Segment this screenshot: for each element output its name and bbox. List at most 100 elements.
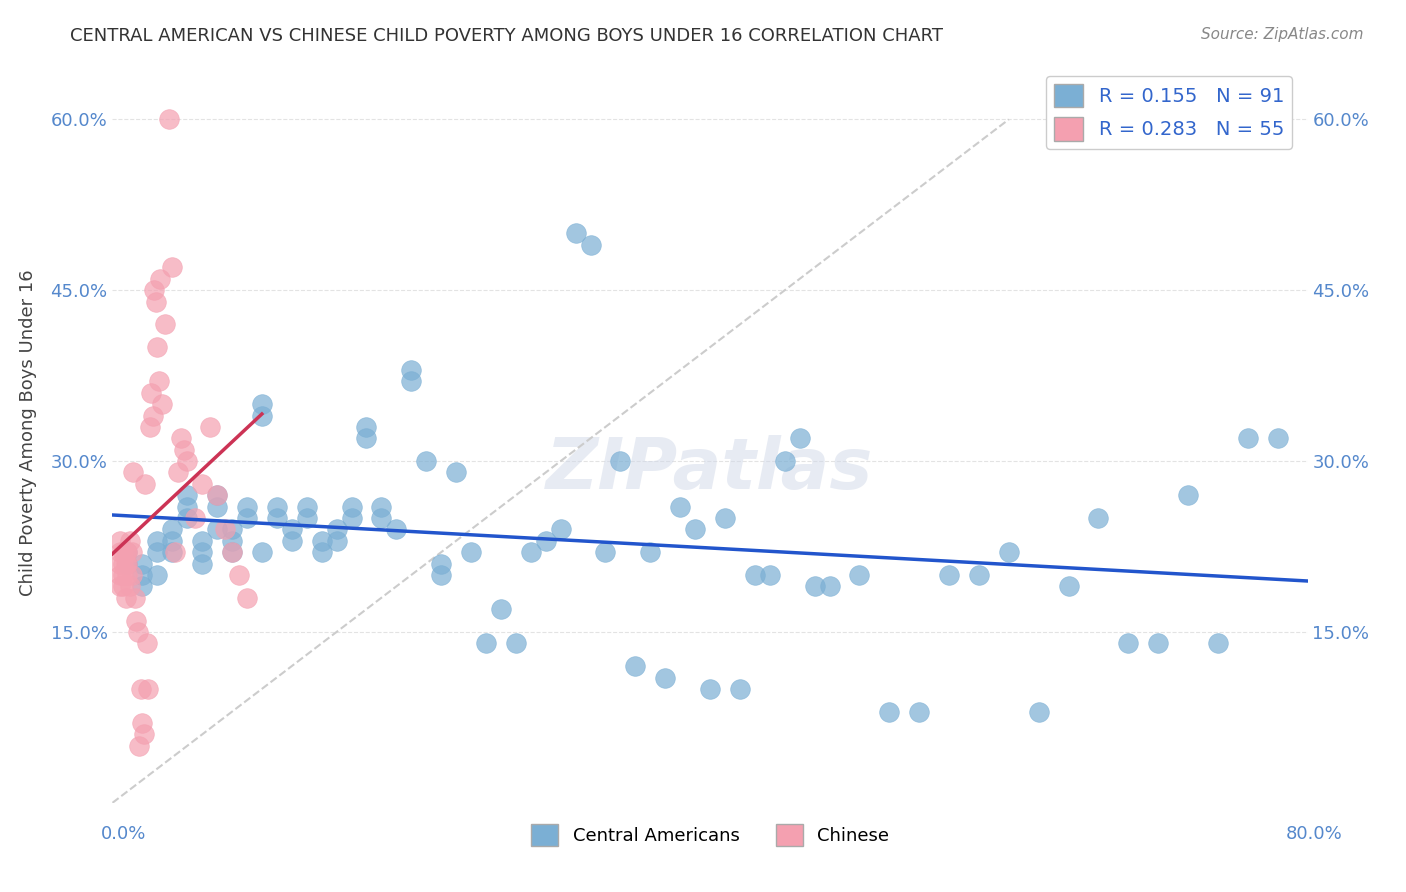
Point <box>138 681 160 696</box>
Point <box>401 363 423 377</box>
Point <box>1087 511 1109 525</box>
Point <box>1206 636 1229 650</box>
Point <box>146 568 169 582</box>
Text: ZIPatlas: ZIPatlas <box>547 435 873 504</box>
Point <box>669 500 692 514</box>
Point <box>108 545 131 559</box>
Point <box>115 545 138 559</box>
Point <box>879 705 901 719</box>
Point <box>108 533 131 548</box>
Point <box>108 568 131 582</box>
Point <box>162 545 183 559</box>
Point <box>121 545 143 559</box>
Text: CENTRAL AMERICAN VS CHINESE CHILD POVERTY AMONG BOYS UNDER 16 CORRELATION CHART: CENTRAL AMERICAN VS CHINESE CHILD POVERT… <box>70 27 943 45</box>
Point <box>205 488 228 502</box>
Point <box>759 568 782 582</box>
Point <box>640 545 662 559</box>
Point <box>146 340 169 354</box>
Point <box>370 500 392 514</box>
Point <box>117 557 139 571</box>
Point <box>356 420 378 434</box>
Point <box>579 237 602 252</box>
Point <box>595 545 617 559</box>
Point <box>141 385 163 400</box>
Point <box>120 579 142 593</box>
Point <box>699 681 721 696</box>
Point <box>167 466 190 480</box>
Point <box>214 523 236 537</box>
Point <box>221 523 243 537</box>
Point <box>236 500 259 514</box>
Point <box>385 523 408 537</box>
Point <box>145 294 167 309</box>
Point <box>624 659 647 673</box>
Point <box>120 533 142 548</box>
Point <box>311 545 333 559</box>
Point <box>1237 431 1260 445</box>
Point <box>131 716 153 731</box>
Point <box>221 533 243 548</box>
Point <box>505 636 527 650</box>
Text: 80.0%: 80.0% <box>1286 825 1343 843</box>
Point <box>115 591 138 605</box>
Point <box>520 545 543 559</box>
Point <box>430 568 453 582</box>
Point <box>1267 431 1289 445</box>
Point <box>191 557 214 571</box>
Point <box>250 397 273 411</box>
Point <box>153 318 176 332</box>
Point <box>111 568 134 582</box>
Point <box>221 545 243 559</box>
Point <box>221 545 243 559</box>
Point <box>789 431 811 445</box>
Point <box>1057 579 1080 593</box>
Point <box>198 420 221 434</box>
Point <box>128 739 150 753</box>
Text: Source: ZipAtlas.com: Source: ZipAtlas.com <box>1201 27 1364 42</box>
Point <box>236 511 259 525</box>
Point <box>134 476 156 491</box>
Point <box>325 533 347 548</box>
Point <box>848 568 870 582</box>
Point <box>122 466 145 480</box>
Point <box>489 602 512 616</box>
Point <box>176 454 198 468</box>
Point <box>370 511 392 525</box>
Point <box>191 476 214 491</box>
Point <box>108 557 131 571</box>
Point <box>266 511 288 525</box>
Point <box>124 591 146 605</box>
Point <box>266 500 288 514</box>
Point <box>683 523 706 537</box>
Point <box>117 557 139 571</box>
Point <box>191 545 214 559</box>
Point <box>111 557 134 571</box>
Point <box>162 260 183 275</box>
Point <box>295 511 318 525</box>
Point <box>609 454 631 468</box>
Point <box>131 579 153 593</box>
Point <box>340 511 363 525</box>
Point <box>205 523 228 537</box>
Point <box>135 636 157 650</box>
Point <box>146 533 169 548</box>
Point <box>127 624 149 639</box>
Point <box>132 727 155 741</box>
Point <box>150 397 173 411</box>
Point <box>173 442 195 457</box>
Point <box>111 545 134 559</box>
Point <box>170 431 193 445</box>
Point <box>228 568 250 582</box>
Point <box>908 705 931 719</box>
Point <box>129 681 152 696</box>
Point <box>401 375 423 389</box>
Point <box>117 545 139 559</box>
Point <box>460 545 482 559</box>
Point <box>430 557 453 571</box>
Point <box>295 500 318 514</box>
Point <box>728 681 751 696</box>
Point <box>205 500 228 514</box>
Point <box>131 568 153 582</box>
Point <box>236 591 259 605</box>
Point <box>356 431 378 445</box>
